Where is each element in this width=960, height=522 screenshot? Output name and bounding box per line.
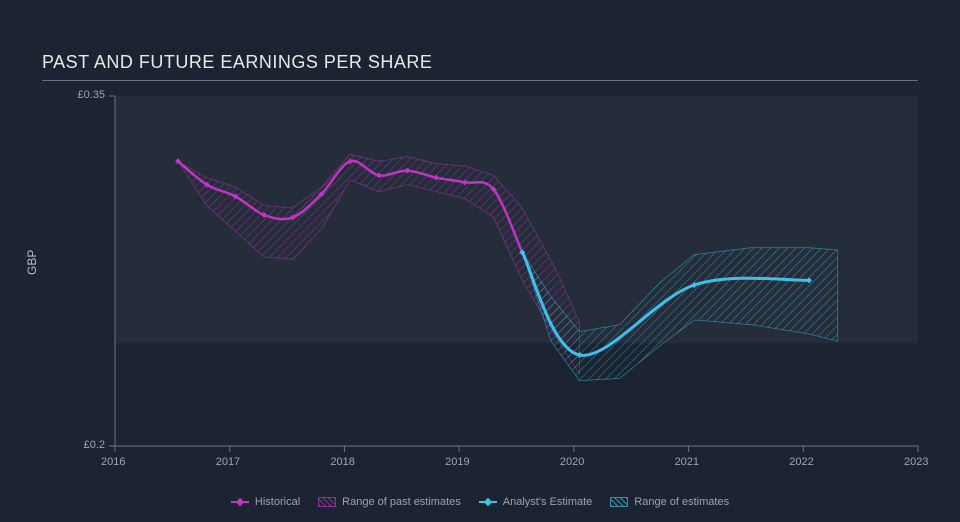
hatch-swatch-icon	[318, 497, 336, 507]
legend-item: Historical	[231, 496, 300, 508]
hatch-swatch-icon	[610, 497, 628, 507]
line-swatch-icon	[479, 497, 497, 507]
legend-item: Range of past estimates	[318, 496, 461, 508]
x-tick-label: 2018	[330, 456, 354, 468]
x-tick-label: 2017	[216, 456, 240, 468]
legend: Historical Range of past estimates Analyst…	[0, 496, 960, 508]
legend-label: Range of estimates	[634, 496, 729, 508]
x-tick-label: 2021	[675, 456, 699, 468]
x-tick-label: 2023	[904, 456, 928, 468]
y-tick-label: £0.2	[84, 439, 105, 451]
legend-item: Analyst's Estimate	[479, 496, 593, 508]
legend-label: Range of past estimates	[342, 496, 461, 508]
x-tick-label: 2022	[789, 456, 813, 468]
line-swatch-icon	[231, 497, 249, 507]
legend-label: Analyst's Estimate	[503, 496, 593, 508]
legend-item: Range of estimates	[610, 496, 729, 508]
legend-label: Historical	[255, 496, 300, 508]
x-tick-label: 2020	[560, 456, 584, 468]
plot-svg	[0, 0, 960, 522]
y-tick-label: £0.35	[77, 89, 105, 101]
x-tick-label: 2016	[101, 456, 125, 468]
x-tick-label: 2019	[445, 456, 469, 468]
eps-chart: PAST AND FUTURE EARNINGS PER SHARE GBP H…	[0, 0, 960, 522]
